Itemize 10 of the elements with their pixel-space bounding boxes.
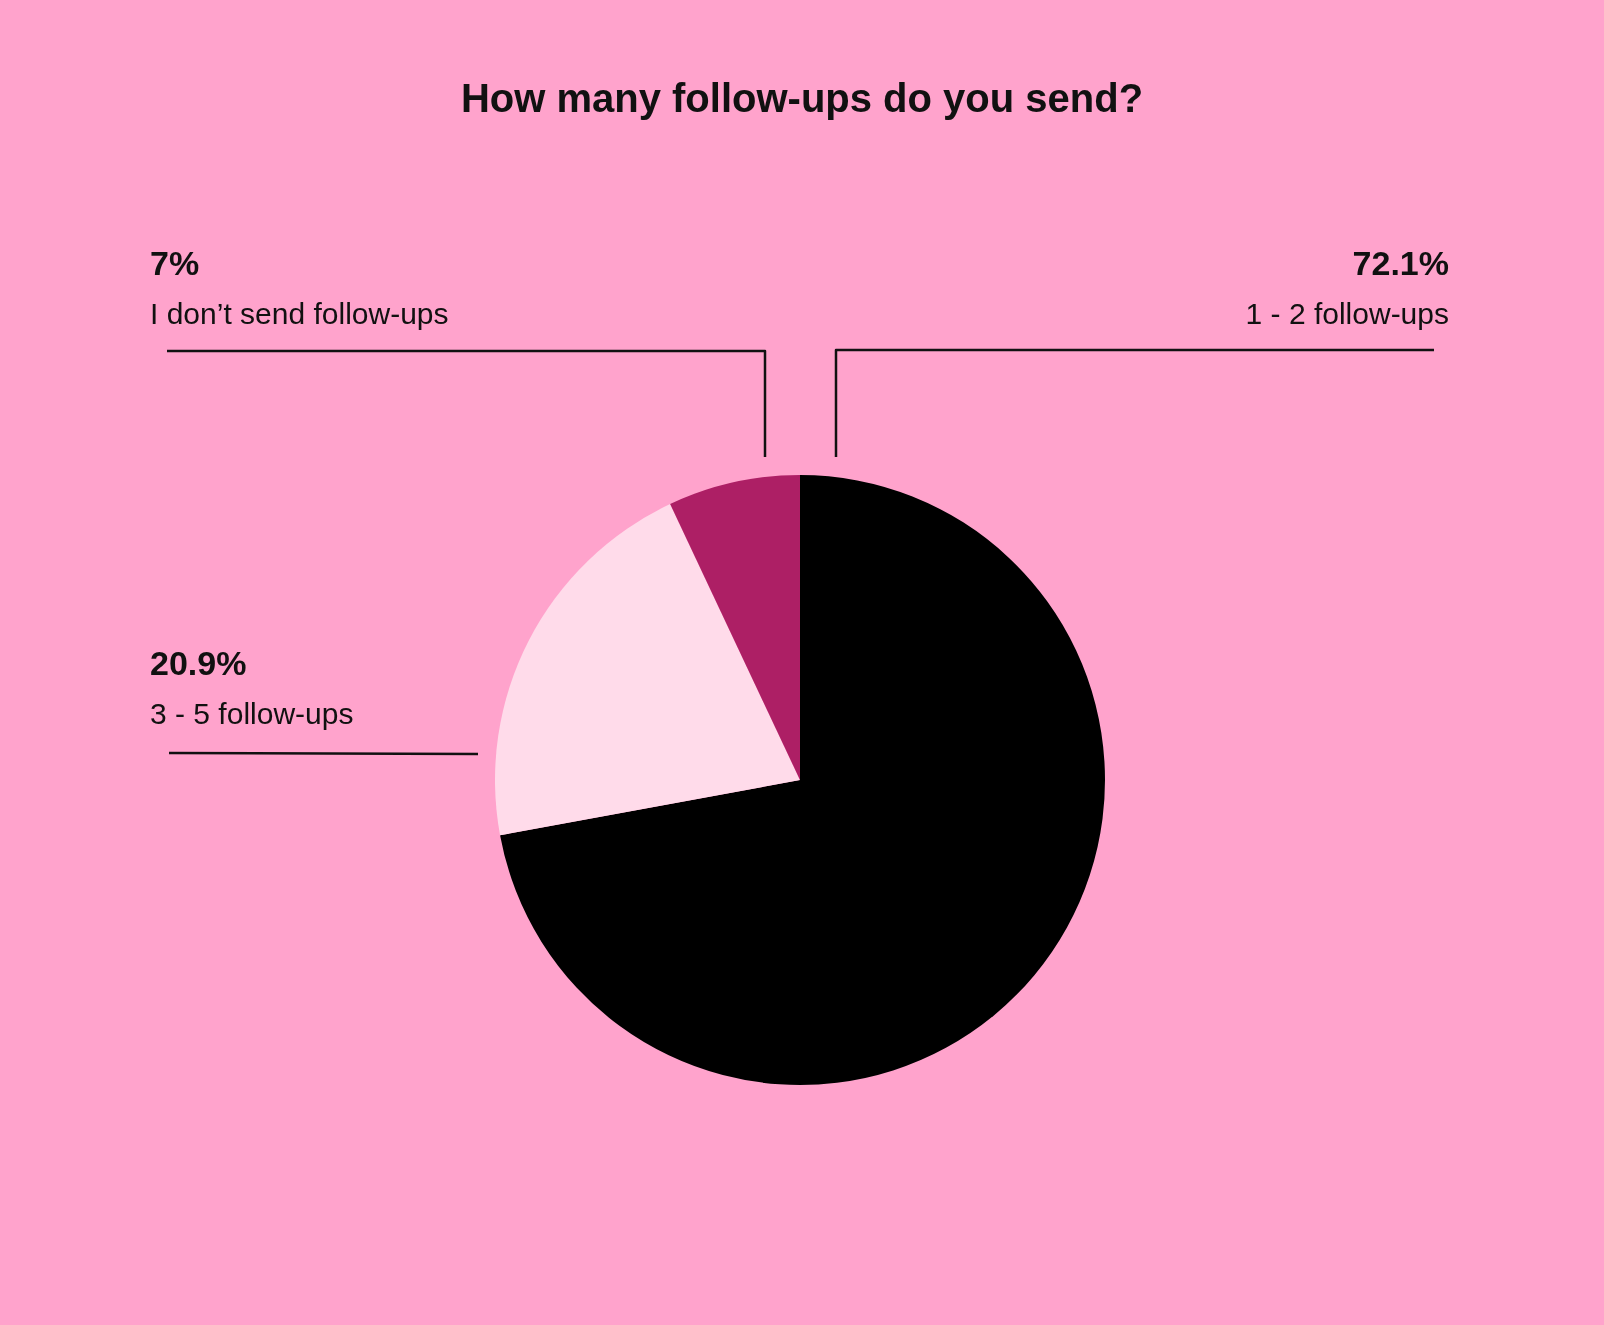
data-label: 20.9% (150, 644, 247, 682)
data-label: 7% (150, 244, 200, 282)
slice-label: 3 - 5 follow-ups (150, 697, 354, 730)
pie-slice (500, 475, 1105, 1085)
slice-label: 1 - 2 follow-ups (1245, 297, 1449, 330)
pie-slice (495, 504, 800, 836)
chart-title: How many follow-ups do you send? (460, 76, 1144, 120)
data-label: 72.1% (1352, 244, 1449, 282)
pie-slice (670, 475, 800, 780)
slice-label: I don’t send follow-ups (150, 297, 449, 330)
